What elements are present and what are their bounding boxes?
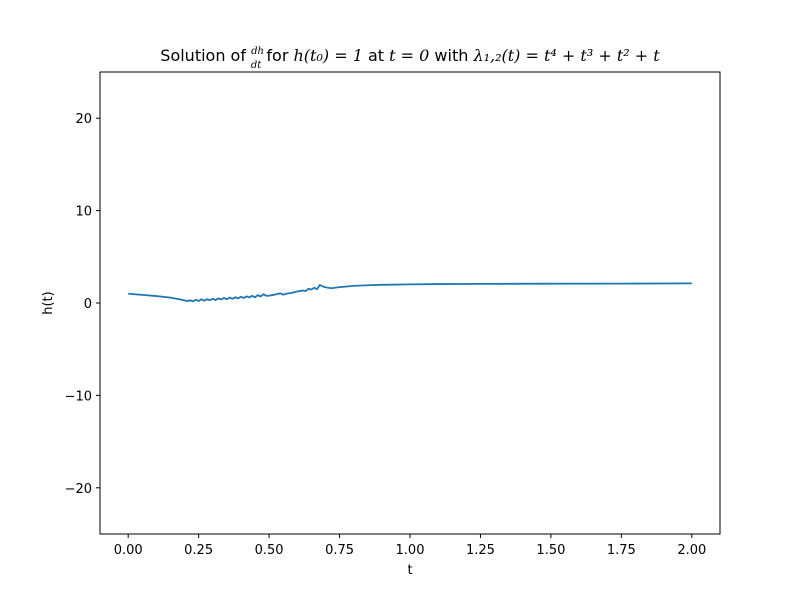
x-tick-label: 2.00 [677,543,706,558]
x-axis-label: t [407,563,412,578]
x-tick-label: 0.25 [184,543,213,558]
axes-frame [99,71,721,535]
title-prefix: Solution of [160,46,251,65]
title-mid1: for [261,46,293,65]
y-tick-label: −20 [65,482,92,497]
title-t0: t = 0 [389,46,429,65]
axes-background [100,72,720,534]
title-mid2: at [363,46,389,65]
x-tick-label: 1.00 [396,543,425,558]
y-axis-label: h(t) [41,291,56,314]
x-axis-ticks: 0.00 0.25 0.50 0.75 1.00 1.25 1.50 1.75 2.00 [114,534,706,558]
title-condition: h(t₀) = 1 [294,46,363,65]
x-tick-label: 0.50 [255,543,284,558]
plot-area [100,72,720,534]
title-mid3: with [429,46,473,65]
y-tick-label: 10 [75,205,92,220]
x-tick-label: 1.25 [466,543,495,558]
y-tick-label: 0 [84,297,92,312]
x-tick-label: 1.50 [536,543,565,558]
y-tick-label: 20 [75,112,92,127]
y-tick-label: −10 [65,389,92,404]
x-tick-label: 0.75 [325,543,354,558]
chart-title: Solution of dh dt for h(t₀) = 1 at t = 0 … [160,46,660,71]
x-tick-label: 0.00 [114,543,143,558]
y-axis-ticks: −20 −10 0 10 20 [65,112,100,497]
title-lambda: λ₁,₂(t) = t⁴ + t³ + t² + t [472,46,660,65]
title-frac-den: dt [251,60,262,71]
series-line [128,282,692,303]
x-tick-label: 1.75 [607,543,636,558]
title-frac-num: dh [251,46,264,57]
series-layer [128,282,692,303]
